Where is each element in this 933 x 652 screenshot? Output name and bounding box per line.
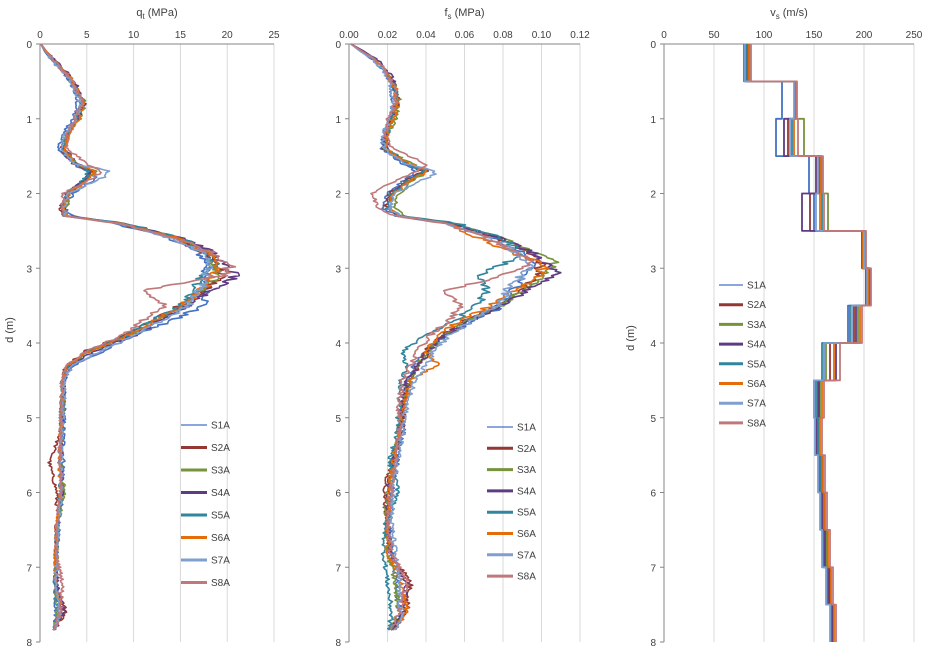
legend-label: S2A [517, 444, 536, 455]
x-tick-label: 100 [756, 30, 773, 41]
y-tick-label: 7 [26, 563, 32, 574]
x-tick-label: 0 [37, 30, 43, 41]
x-tick-label: 250 [906, 30, 923, 41]
series-line-s7a [350, 43, 535, 631]
y-tick-label: 4 [650, 339, 656, 350]
x-axis-title: qt (MPa) [136, 7, 177, 21]
legend-label: S3A [747, 320, 766, 331]
y-tick-label: 2 [650, 190, 656, 201]
y-tick-label: 2 [335, 190, 341, 201]
x-tick-label: 25 [268, 30, 280, 41]
legend-label: S6A [747, 379, 766, 390]
legend-label: S4A [211, 488, 230, 499]
y-axis-title: d (m) [625, 325, 637, 351]
legend-label: S5A [517, 508, 536, 519]
y-tick-label: 5 [650, 414, 656, 425]
legend-label: S6A [517, 529, 536, 540]
x-tick-label: 0.00 [339, 30, 359, 41]
x-tick-label: 0.10 [532, 30, 552, 41]
legend-label: S7A [211, 556, 230, 567]
y-tick-label: 5 [335, 414, 341, 425]
y-tick-label: 0 [650, 40, 656, 51]
y-tick-label: 3 [650, 264, 656, 275]
series-line-s6a [350, 43, 550, 631]
y-tick-label: 1 [335, 115, 341, 126]
x-tick-label: 150 [806, 30, 823, 41]
x-tick-label: 0.12 [570, 30, 590, 41]
y-tick-label: 4 [26, 339, 32, 350]
x-tick-label: 0.08 [493, 30, 513, 41]
legend-label: S8A [747, 418, 766, 429]
series-line-s2a [350, 43, 547, 631]
legend-label: S4A [517, 486, 536, 497]
chart-panel-2: 0.00 0.02 0.04 0.06 0.08 0.10 0.12 0 1 2 3 4 5 6 7 8 fs … [335, 7, 590, 649]
y-tick-label: 6 [650, 489, 656, 500]
y-axis-title: d (m) [4, 317, 16, 343]
legend-label: S4A [747, 340, 766, 351]
series-line-s8a [350, 43, 535, 631]
legend: S1A S2A S3A S4A S5A S6A S7A S8A [181, 421, 230, 589]
legend: S1A S2A S3A S4A S5A S6A S7A S8A [487, 423, 536, 583]
legend-label: S2A [211, 443, 230, 454]
y-tick-label: 8 [650, 638, 656, 649]
legend-label: S6A [211, 533, 230, 544]
legend-label: S5A [211, 511, 230, 522]
x-tick-label: 20 [222, 30, 234, 41]
x-tick-label: 0.02 [378, 30, 398, 41]
x-tick-label: 10 [128, 30, 140, 41]
chart-panel-3: 0 50 100 150 200 250 0 1 2 3 4 5 6 7 8 vs (m/s) d (m) S1A… [625, 7, 923, 649]
y-tick-label: 3 [26, 264, 32, 275]
y-tick-label: 1 [26, 115, 32, 126]
y-tick-label: 8 [26, 638, 32, 649]
x-tick-label: 0 [661, 30, 667, 41]
series-line-s8a [40, 43, 237, 631]
x-tick-label: 15 [175, 30, 187, 41]
y-tick-label: 4 [335, 339, 341, 350]
x-tick-label: 0.04 [416, 30, 436, 41]
y-tick-label: 7 [650, 563, 656, 574]
series-line-s8a [750, 44, 872, 642]
legend-label: S7A [517, 550, 536, 561]
series-line-s7a [744, 44, 868, 642]
legend-label: S1A [211, 421, 230, 432]
series-line-s5a [350, 43, 523, 631]
x-tick-label: 200 [856, 30, 873, 41]
x-tick-label: 50 [708, 30, 720, 41]
legend-label: S3A [211, 466, 230, 477]
legend-label: S3A [517, 465, 536, 476]
y-tick-label: 3 [335, 264, 341, 275]
legend-label: S7A [747, 399, 766, 410]
x-tick-label: 0.06 [455, 30, 475, 41]
y-tick-label: 8 [335, 638, 341, 649]
y-tick-label: 5 [26, 414, 32, 425]
legend-label: S2A [747, 300, 766, 311]
legend-label: S1A [517, 423, 536, 434]
legend-label: S8A [517, 572, 536, 583]
chart-panel-1: 0 5 10 15 20 25 0 1 2 3 4 5 6 7 8 qt (MPa) d (m) S1A S2A S3… [4, 7, 280, 649]
x-tick-label: 5 [84, 30, 90, 41]
y-tick-label: 1 [650, 115, 656, 126]
y-tick-label: 6 [335, 489, 341, 500]
legend-label: S8A [211, 578, 230, 589]
y-tick-label: 7 [335, 563, 341, 574]
y-tick-label: 6 [26, 489, 32, 500]
x-axis-title: fs (MPa) [444, 7, 484, 21]
legend-label: S5A [747, 359, 766, 370]
legend-label: S1A [747, 281, 766, 292]
x-axis-title: vs (m/s) [770, 7, 808, 21]
legend: S1A S2A S3A S4A S5A S6A S7A S8A [719, 281, 766, 429]
y-tick-label: 0 [26, 40, 32, 51]
y-tick-label: 0 [335, 40, 341, 51]
y-tick-label: 2 [26, 190, 32, 201]
